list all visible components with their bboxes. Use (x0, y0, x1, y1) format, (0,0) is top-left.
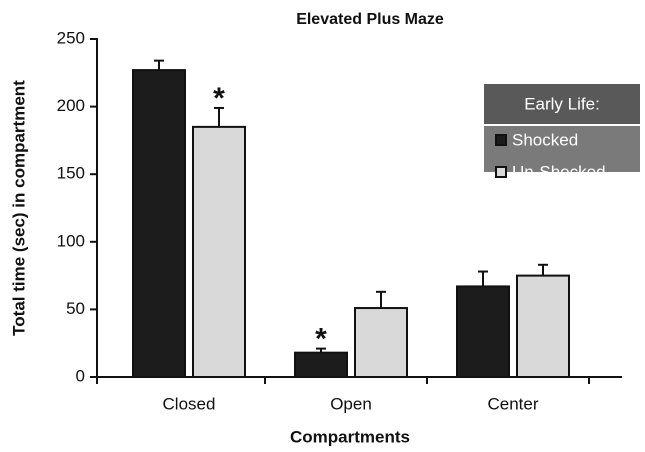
legend-header (484, 84, 640, 124)
legend-label: Shocked (512, 130, 578, 149)
y-axis-label: Total time (sec) in compartment (9, 80, 28, 336)
bar (132, 69, 186, 378)
x-tick-label: Open (330, 394, 372, 413)
y-tick-label: 100 (57, 231, 85, 250)
significance-marker: * (213, 82, 225, 115)
y-tick-label: 0 (76, 366, 85, 385)
bar (192, 125, 246, 378)
x-tick-label: Closed (163, 394, 216, 413)
legend-label: Un-Shocked (512, 162, 606, 181)
y-tick-label: 50 (66, 299, 85, 318)
bar (294, 351, 348, 379)
legend-body (484, 126, 640, 172)
significance-marker: * (315, 323, 327, 356)
bar (354, 307, 408, 379)
x-tick-label: Center (487, 394, 538, 413)
bar (516, 274, 570, 379)
y-tick-label: 150 (57, 164, 85, 183)
legend-swatch (495, 166, 507, 178)
chart-title: Elevated Plus Maze (296, 11, 444, 28)
x-axis-label: Compartments (290, 427, 410, 446)
bar (456, 285, 510, 378)
legend-swatch (495, 134, 507, 146)
y-tick-label: 200 (57, 96, 85, 115)
y-tick-label: 250 (57, 28, 85, 47)
legend-title: Early Life: (524, 94, 600, 113)
